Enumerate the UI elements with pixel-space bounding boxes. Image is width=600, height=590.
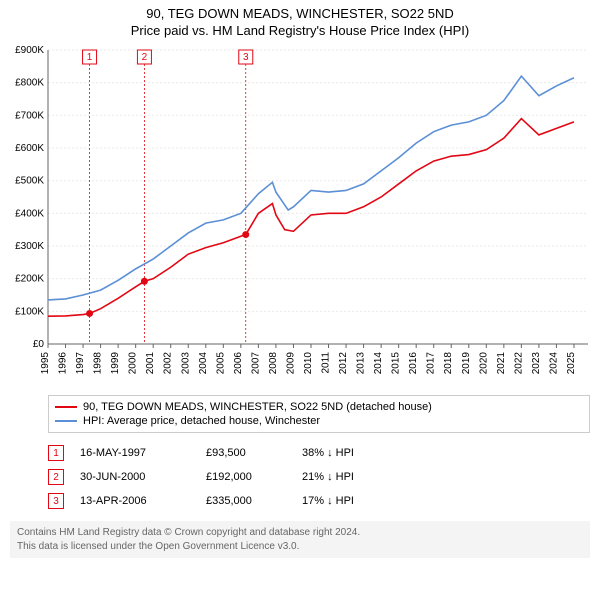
svg-text:1997: 1997	[75, 352, 86, 375]
svg-text:2009: 2009	[285, 352, 296, 375]
svg-text:2010: 2010	[303, 352, 314, 375]
sale-price: £335,000	[206, 495, 286, 507]
sale-price: £93,500	[206, 447, 286, 459]
attribution-footer: Contains HM Land Registry data © Crown c…	[10, 521, 590, 558]
svg-text:2013: 2013	[356, 352, 367, 375]
svg-text:2021: 2021	[496, 352, 507, 375]
sales-table: 1 16-MAY-1997 £93,500 38% ↓ HPI 2 30-JUN-2000…	[48, 441, 590, 513]
svg-text:2015: 2015	[391, 352, 402, 375]
svg-text:1999: 1999	[110, 352, 121, 375]
svg-text:£500K: £500K	[15, 176, 44, 187]
sale-hpi-diff: 17% ↓ HPI	[302, 495, 412, 507]
svg-text:2023: 2023	[531, 352, 542, 375]
svg-text:2008: 2008	[268, 352, 279, 375]
svg-text:2003: 2003	[180, 352, 191, 375]
sale-hpi-diff: 21% ↓ HPI	[302, 471, 412, 483]
legend-label: HPI: Average price, detached house, Winc…	[83, 415, 320, 427]
svg-text:£900K: £900K	[15, 45, 44, 56]
svg-text:1998: 1998	[93, 352, 104, 375]
sale-row: 1 16-MAY-1997 £93,500 38% ↓ HPI	[48, 441, 590, 465]
svg-text:1: 1	[87, 52, 93, 63]
title-address: 90, TEG DOWN MEADS, WINCHESTER, SO22 5ND	[0, 6, 600, 21]
svg-text:2: 2	[142, 52, 148, 63]
svg-text:£800K: £800K	[15, 78, 44, 89]
svg-text:£200K: £200K	[15, 274, 44, 285]
sale-date: 16-MAY-1997	[80, 447, 190, 459]
svg-text:£100K: £100K	[15, 306, 44, 317]
svg-text:2022: 2022	[513, 352, 524, 375]
svg-text:2007: 2007	[250, 352, 261, 375]
svg-text:2018: 2018	[443, 352, 454, 375]
svg-text:2020: 2020	[478, 352, 489, 375]
legend-label: 90, TEG DOWN MEADS, WINCHESTER, SO22 5ND…	[83, 401, 432, 413]
svg-text:£0: £0	[33, 339, 45, 350]
svg-text:2012: 2012	[338, 352, 349, 375]
svg-text:2017: 2017	[426, 352, 437, 375]
price-chart-svg: £0 £100K £200K £300K £400K £500K £600K £700K £80…	[0, 44, 600, 384]
sale-row: 2 30-JUN-2000 £192,000 21% ↓ HPI	[48, 465, 590, 489]
svg-text:2025: 2025	[566, 352, 577, 375]
svg-text:2002: 2002	[163, 352, 174, 375]
svg-text:2016: 2016	[408, 352, 419, 375]
svg-text:2019: 2019	[461, 352, 472, 375]
footer-line1: Contains HM Land Registry data © Crown c…	[17, 526, 583, 540]
sale-marker-icon: 3	[48, 493, 64, 509]
legend-swatch	[55, 406, 77, 408]
sale-date: 30-JUN-2000	[80, 471, 190, 483]
sale-row: 3 13-APR-2006 £335,000 17% ↓ HPI	[48, 489, 590, 513]
svg-text:£400K: £400K	[15, 208, 44, 219]
svg-text:2005: 2005	[215, 352, 226, 375]
svg-text:2024: 2024	[548, 352, 559, 375]
legend-row: HPI: Average price, detached house, Winc…	[55, 414, 583, 428]
svg-text:2001: 2001	[145, 352, 156, 375]
svg-text:£600K: £600K	[15, 143, 44, 154]
sale-date: 13-APR-2006	[80, 495, 190, 507]
svg-text:£300K: £300K	[15, 241, 44, 252]
svg-text:2014: 2014	[373, 352, 384, 375]
sale-price: £192,000	[206, 471, 286, 483]
page-root: 90, TEG DOWN MEADS, WINCHESTER, SO22 5ND…	[0, 0, 600, 558]
legend-swatch	[55, 420, 77, 422]
footer-line2: This data is licensed under the Open Gov…	[17, 540, 583, 554]
sale-hpi-diff: 38% ↓ HPI	[302, 447, 412, 459]
title-subtitle: Price paid vs. HM Land Registry's House …	[0, 23, 600, 38]
svg-text:2000: 2000	[128, 352, 139, 375]
svg-text:1995: 1995	[40, 352, 51, 375]
svg-text:2006: 2006	[233, 352, 244, 375]
svg-text:1996: 1996	[58, 352, 69, 375]
svg-text:2004: 2004	[198, 352, 209, 375]
legend-row: 90, TEG DOWN MEADS, WINCHESTER, SO22 5ND…	[55, 400, 583, 414]
svg-text:2011: 2011	[321, 352, 332, 374]
sale-marker-icon: 2	[48, 469, 64, 485]
legend-box: 90, TEG DOWN MEADS, WINCHESTER, SO22 5ND…	[48, 395, 590, 433]
svg-text:3: 3	[243, 52, 249, 63]
sale-marker-icon: 1	[48, 445, 64, 461]
svg-text:£700K: £700K	[15, 110, 44, 121]
chart-titles: 90, TEG DOWN MEADS, WINCHESTER, SO22 5ND…	[0, 0, 600, 38]
chart-area: £0 £100K £200K £300K £400K £500K £600K £700K £80…	[0, 44, 600, 389]
